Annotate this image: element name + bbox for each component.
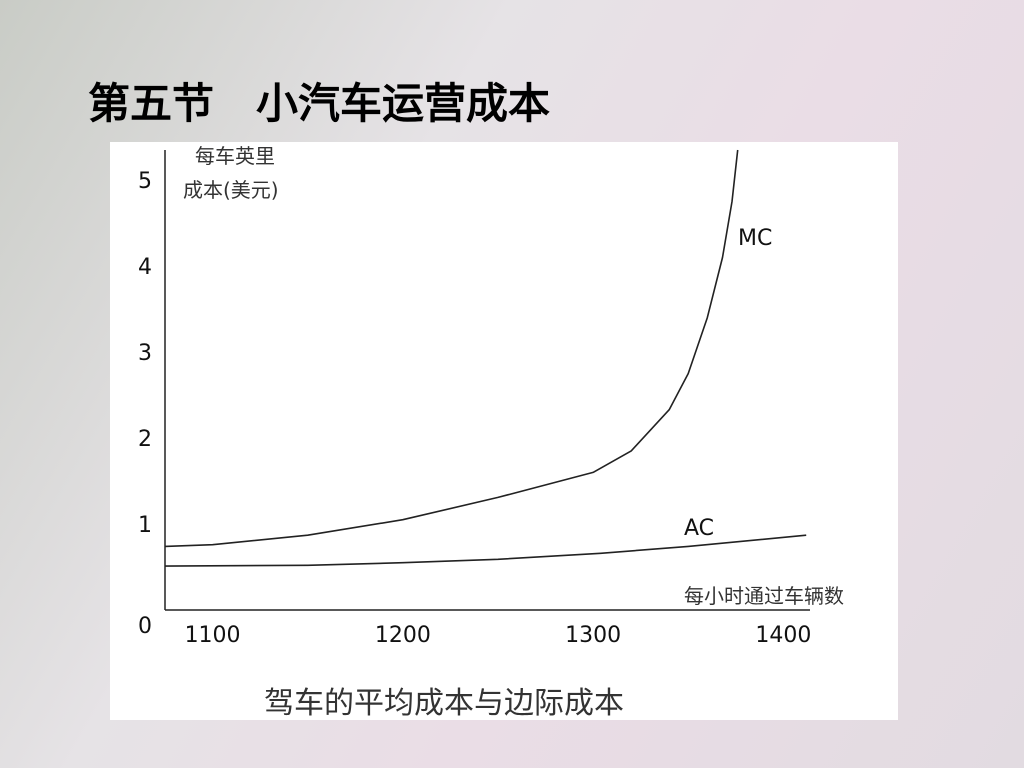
y-tick-label: 2 (138, 427, 152, 452)
series-label: MC (738, 226, 772, 251)
series-line (164, 534, 807, 567)
series-line (164, 149, 739, 548)
y-tick-label: 3 (138, 341, 152, 366)
y-tick-label: 4 (138, 255, 152, 280)
chart-caption: 驾车的平均成本与边际成本 (264, 686, 624, 721)
series-label: AC (684, 516, 714, 541)
x-tick-label: 1400 (755, 623, 811, 648)
y-tick-label: 5 (138, 169, 152, 194)
x-axis-label: 每小时通过车辆数 (684, 584, 844, 608)
y-tick-label: 0 (138, 614, 152, 639)
y-tick-label: 1 (138, 513, 152, 538)
x-tick-label: 1300 (565, 623, 621, 648)
slide-title: 第五节 小汽车运营成本 (88, 79, 550, 128)
y-axis-label: 成本(美元) (183, 178, 279, 202)
x-tick-label: 1100 (185, 623, 241, 648)
y-axis-label: 每车英里 (195, 144, 275, 168)
chart-panel (110, 142, 898, 720)
x-tick-label: 1200 (375, 623, 431, 648)
